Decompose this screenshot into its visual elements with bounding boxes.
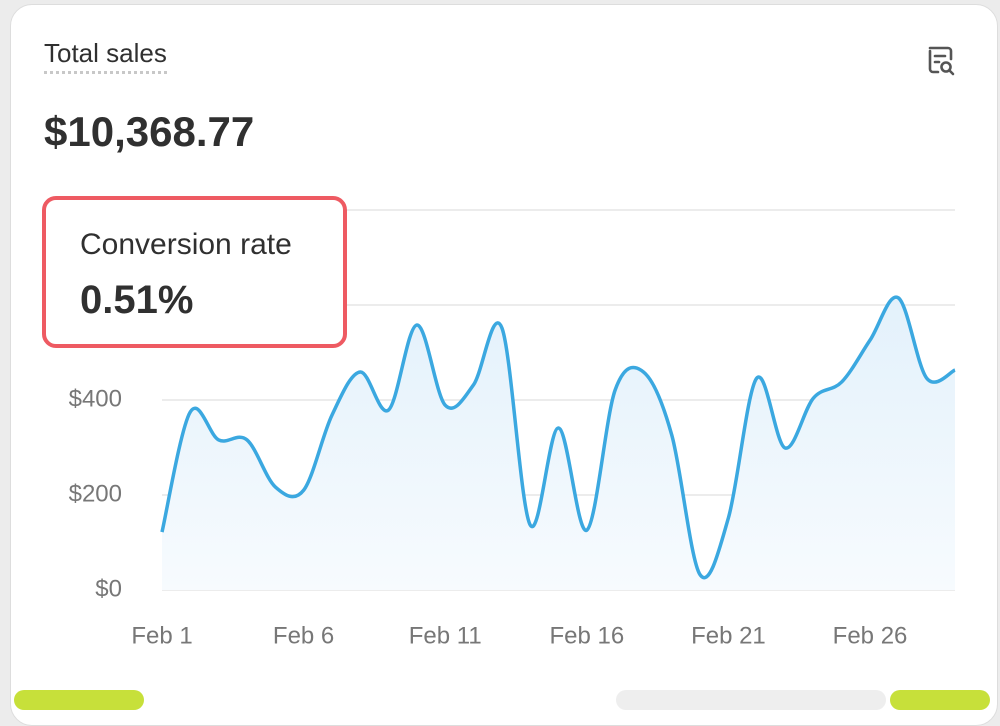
card-title[interactable]: Total sales [44,38,167,74]
x-tick-label: Feb 26 [833,622,908,649]
button[interactable] [14,690,144,710]
callout: Conversion rate 0.51% [42,196,347,348]
y-tick-label: $400 [69,385,122,412]
y-tick-label: $0 [95,575,122,602]
button[interactable] [616,690,886,710]
area [162,297,955,590]
button[interactable] [890,690,990,710]
x-tick-label: Feb 1 [131,622,192,649]
x-tick-label: Feb 21 [691,622,766,649]
total-value: $10,368.77 [44,108,255,155]
x-tick-label: Feb 11 [409,622,482,649]
y-tick-label: $200 [69,480,122,507]
explore-icon[interactable] [924,44,958,78]
callout-value: 0.51% [80,278,194,322]
line [160,295,956,580]
x-tick-label: Feb 16 [549,622,624,649]
x-tick-label: Feb 6 [273,622,334,649]
callout-label: Conversion rate [80,228,292,261]
